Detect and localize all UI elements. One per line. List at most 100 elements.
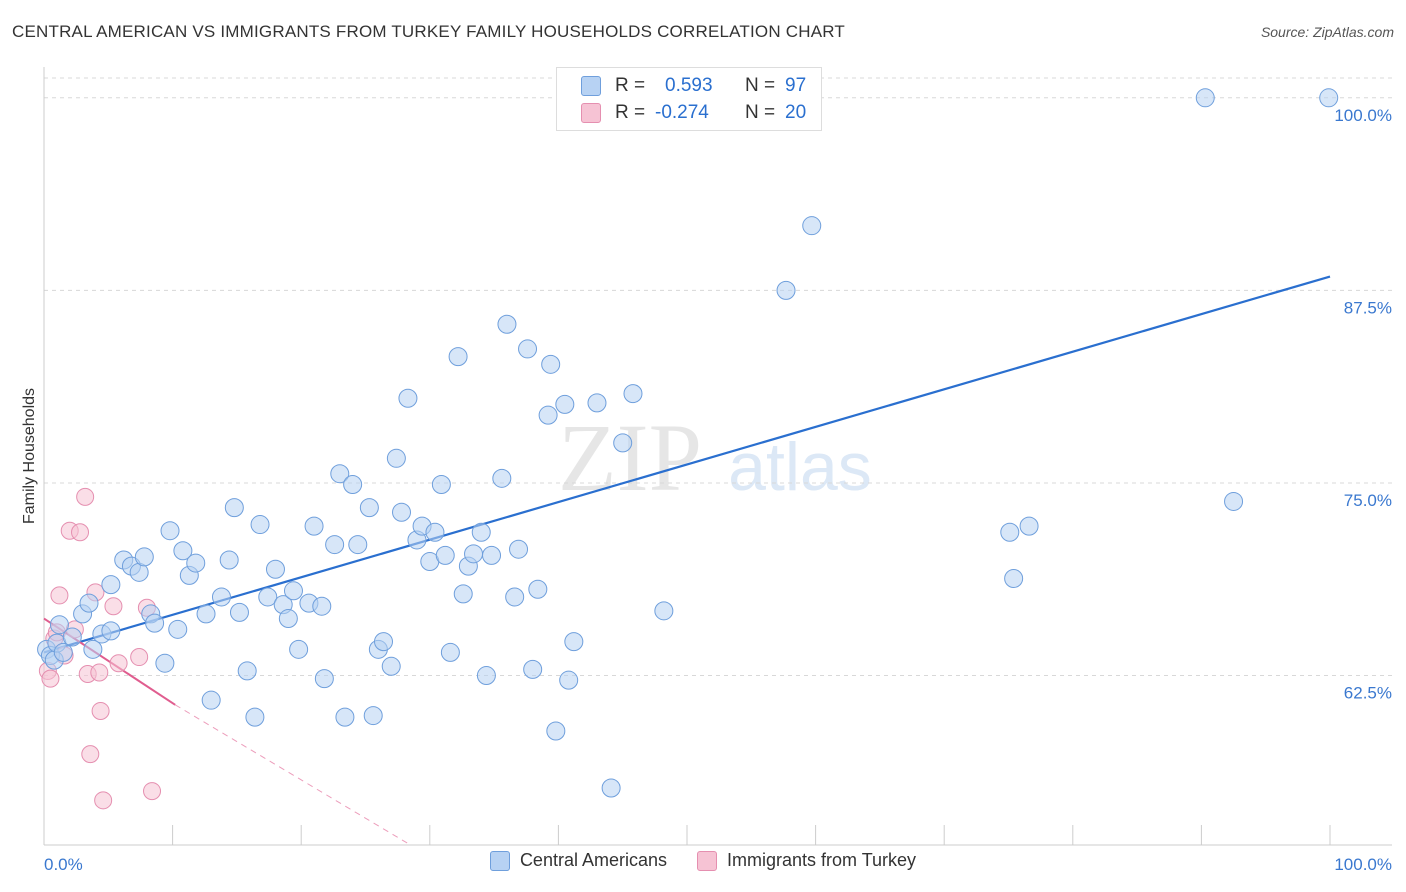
turkey-point bbox=[81, 745, 100, 764]
central-americans-point bbox=[363, 706, 383, 726]
central-americans-point bbox=[359, 498, 379, 518]
central-americans-point bbox=[471, 522, 491, 542]
legend-central-americans: Central Americans bbox=[489, 850, 667, 871]
turkey-point bbox=[104, 597, 123, 616]
central-americans-point bbox=[304, 516, 324, 536]
central-americans-point bbox=[330, 464, 350, 484]
central-americans-point bbox=[464, 544, 484, 564]
n-value: 20 bbox=[785, 102, 807, 123]
central-americans-point bbox=[173, 541, 193, 561]
central-americans-point bbox=[53, 642, 73, 662]
blue-swatch bbox=[489, 850, 510, 871]
watermark-zip: ZIP bbox=[558, 404, 702, 511]
central-americans-point bbox=[440, 642, 460, 662]
central-americans-point bbox=[381, 656, 401, 676]
central-americans-point bbox=[168, 619, 188, 639]
turkey-point bbox=[76, 487, 95, 506]
central-americans-point bbox=[1019, 516, 1039, 536]
n-label: N = bbox=[745, 75, 776, 96]
central-americans-point bbox=[312, 596, 332, 616]
central-americans-point bbox=[229, 602, 249, 622]
pink-swatch bbox=[581, 103, 601, 123]
legend-immigrants-from-turkey: Immigrants from Turkey bbox=[697, 850, 916, 871]
central-americans-point bbox=[518, 339, 538, 359]
correlation-legend: R = 0.593 N = 97 R = -0.274 N = 20 bbox=[556, 67, 822, 131]
central-americans-point bbox=[83, 639, 103, 659]
central-americans-point bbox=[134, 547, 154, 567]
central-americans-point bbox=[79, 593, 99, 613]
central-americans-point bbox=[348, 535, 368, 555]
n-label: N = bbox=[745, 102, 776, 123]
watermark-atlas: atlas bbox=[728, 429, 872, 505]
central-americans-point bbox=[201, 690, 221, 710]
r-value: -0.274 bbox=[655, 102, 709, 123]
x-tick-label-min: 0.0% bbox=[44, 855, 83, 874]
central-americans-point bbox=[314, 669, 334, 689]
r-value: 0.593 bbox=[665, 75, 713, 96]
central-americans-point bbox=[654, 601, 674, 621]
central-americans-point bbox=[160, 521, 180, 541]
central-americans-point bbox=[492, 468, 512, 488]
central-americans-point bbox=[528, 579, 548, 599]
central-americans-point bbox=[559, 670, 579, 690]
central-americans-point bbox=[343, 475, 363, 495]
y-tick-label: 100.0% bbox=[1334, 106, 1392, 125]
central-americans-point bbox=[62, 627, 82, 647]
pink-swatch bbox=[697, 850, 717, 871]
central-americans-point bbox=[1319, 88, 1339, 108]
central-americans-point bbox=[386, 448, 406, 468]
central-americans-point bbox=[538, 405, 558, 425]
turkey-point bbox=[90, 663, 109, 682]
central-americans-point bbox=[776, 280, 796, 300]
central-americans-point bbox=[431, 475, 451, 495]
central-americans-point bbox=[278, 609, 298, 629]
turkey-point bbox=[71, 523, 90, 542]
legend-row-turkey: R = -0.274 N = 20 bbox=[581, 100, 806, 126]
turkey-point bbox=[41, 669, 60, 688]
x-tick-label-max: 100.0% bbox=[1334, 855, 1392, 874]
y-tick-label: 62.5% bbox=[1344, 684, 1392, 703]
central-americans-point bbox=[555, 394, 575, 414]
central-americans-point bbox=[541, 354, 561, 374]
central-americans-point bbox=[258, 587, 278, 607]
central-americans-point bbox=[219, 550, 239, 570]
central-americans-trend-line bbox=[43, 275, 1331, 654]
turkey-trend-extension bbox=[174, 704, 411, 846]
central-americans-point bbox=[245, 707, 265, 727]
blue-swatch bbox=[581, 76, 601, 96]
turkey-point bbox=[109, 654, 128, 673]
central-americans-point bbox=[335, 707, 355, 727]
turkey-point bbox=[130, 648, 149, 667]
central-americans-point bbox=[392, 502, 412, 522]
central-americans-point bbox=[101, 575, 121, 595]
central-americans-point bbox=[1195, 88, 1215, 108]
r-label: R = bbox=[615, 75, 646, 96]
turkey-point bbox=[50, 586, 69, 605]
turkey-point bbox=[143, 782, 162, 801]
y-tick-label: 75.0% bbox=[1344, 491, 1392, 510]
central-americans-point bbox=[101, 621, 121, 641]
central-americans-point bbox=[453, 584, 473, 604]
central-americans-point bbox=[435, 545, 455, 565]
central-americans-point bbox=[1000, 522, 1020, 542]
central-americans-point bbox=[564, 632, 584, 652]
legend-label: Immigrants from Turkey bbox=[727, 850, 917, 870]
central-americans-point bbox=[196, 604, 216, 624]
central-americans-point bbox=[398, 388, 418, 408]
series-legend: Central Americans Immigrants from Turkey bbox=[0, 850, 1406, 871]
central-americans-point bbox=[186, 553, 206, 573]
r-label: R = bbox=[615, 102, 646, 123]
central-americans-point bbox=[155, 653, 175, 673]
central-americans-point bbox=[325, 535, 345, 555]
central-americans-point bbox=[237, 661, 257, 681]
central-americans-point bbox=[509, 539, 529, 559]
y-tick-label: 87.5% bbox=[1344, 298, 1392, 317]
n-value: 97 bbox=[785, 75, 807, 96]
central-americans-point bbox=[587, 393, 607, 413]
central-americans-point bbox=[1004, 568, 1024, 588]
central-americans-point bbox=[613, 433, 633, 453]
legend-label: Central Americans bbox=[519, 850, 667, 870]
central-americans-point bbox=[265, 559, 285, 579]
turkey-point bbox=[91, 701, 110, 720]
